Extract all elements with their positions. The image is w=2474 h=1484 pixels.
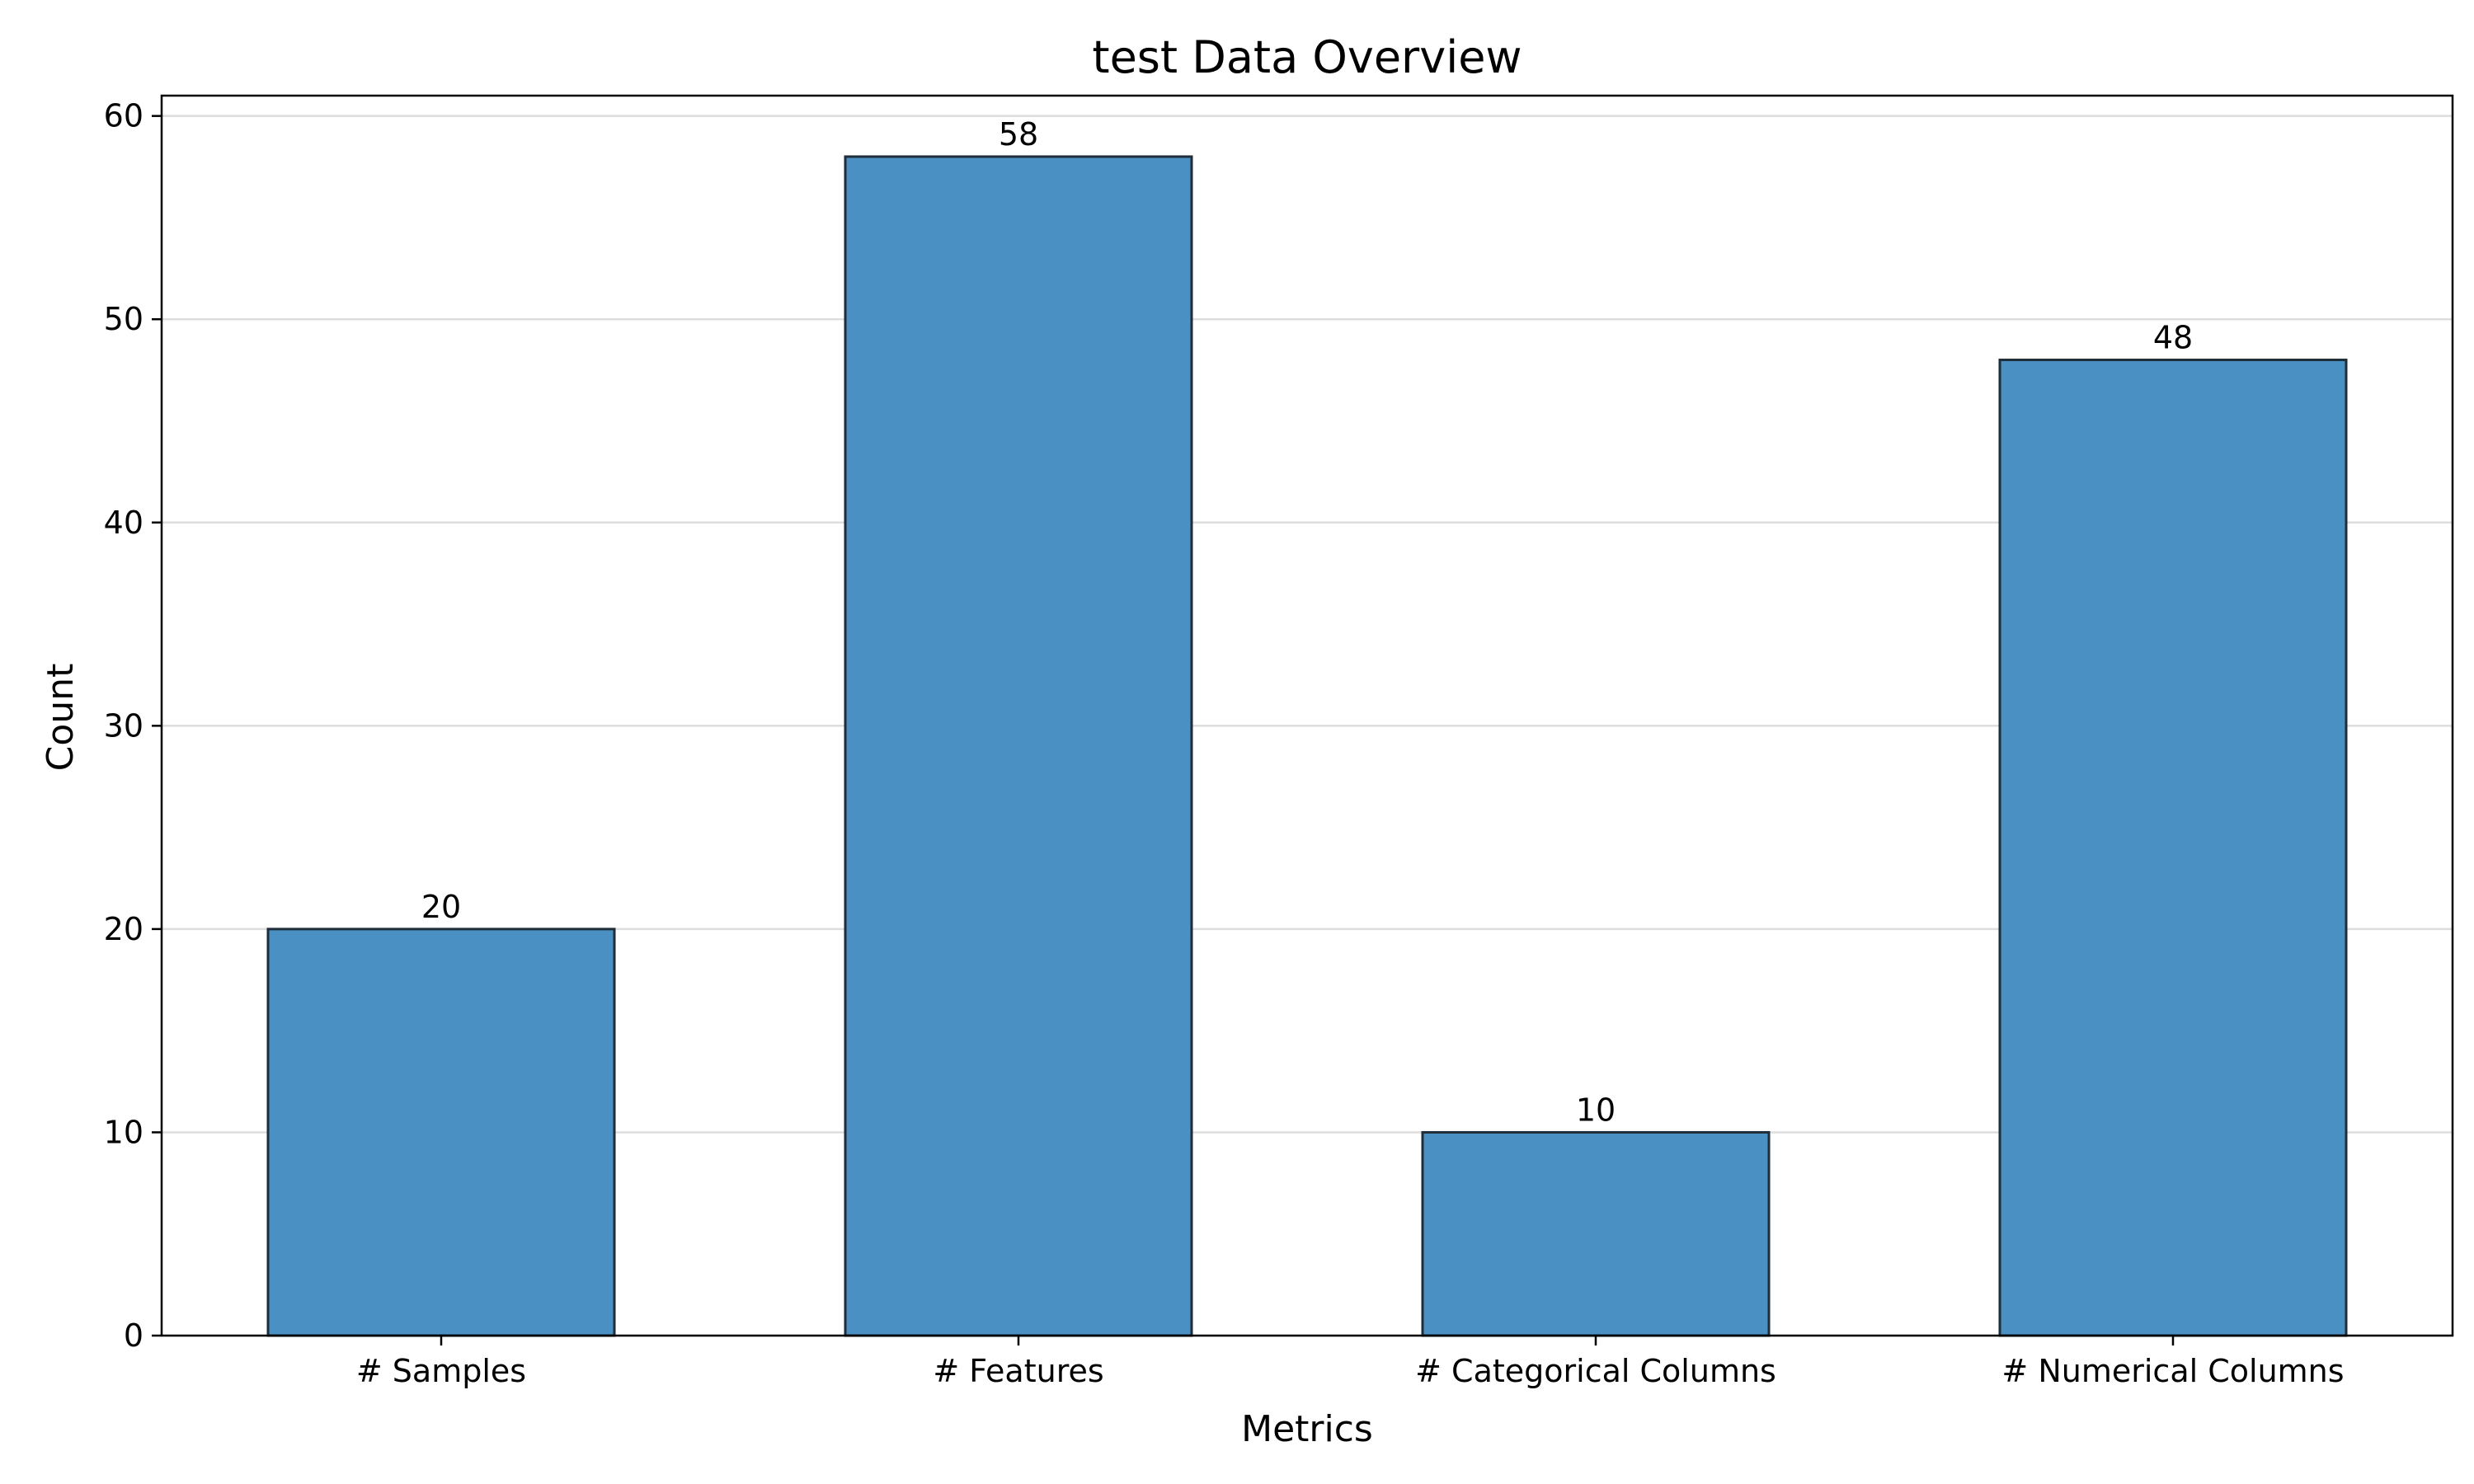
plot-frame (160, 94, 2454, 1337)
bars: 20 58 10 48 (266, 116, 2348, 1337)
chart-title: test Data Overview (1092, 31, 1522, 83)
bar-value-label: 10 (1576, 1092, 1616, 1128)
bar-value-label: 48 (2153, 320, 2193, 356)
bar (1421, 1130, 1771, 1337)
y-tick-label: 10 (104, 1114, 143, 1150)
y-tick-label: 50 (104, 301, 143, 337)
y-tick-label: 60 (104, 98, 143, 134)
bar-value-label: 58 (999, 116, 1038, 153)
y-tick-label: 40 (104, 505, 143, 541)
y-axis-label: Count (40, 664, 82, 772)
y-tick-label: 30 (104, 707, 143, 744)
bar (266, 928, 616, 1337)
x-tick-label: # Numerical Columns (2001, 1353, 2344, 1389)
axis-ticks: 0 10 20 30 40 50 60 # Samples # Features # Catego… (104, 98, 2345, 1389)
bar (1998, 359, 2348, 1337)
bar-value-label: 20 (421, 889, 461, 925)
x-tick-label: # Samples (356, 1353, 526, 1389)
y-tick-label: 0 (124, 1317, 143, 1354)
x-tick-label: # Categorical Columns (1415, 1353, 1776, 1389)
x-axis-label: Metrics (1241, 1408, 1373, 1450)
bar (844, 155, 1193, 1337)
x-tick-label: # Features (933, 1353, 1103, 1389)
y-tick-label: 20 (104, 911, 143, 947)
